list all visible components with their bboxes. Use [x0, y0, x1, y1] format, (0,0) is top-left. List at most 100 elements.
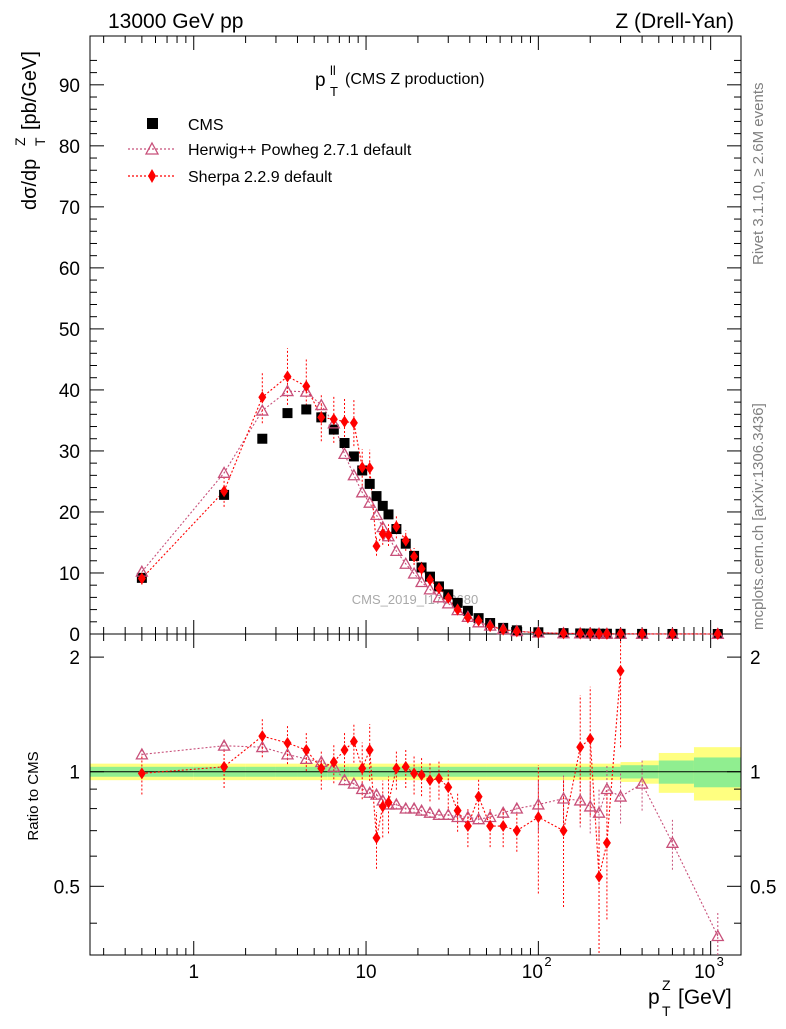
sherpa-main-point: [616, 627, 625, 640]
sherpa-main-point: [486, 620, 495, 633]
herwig-main-point: [414, 575, 429, 588]
sherpa-main-point: [258, 391, 267, 404]
sherpa-main-point: [499, 623, 508, 636]
xlabel-main: p: [648, 986, 660, 1009]
sherpa-ratio-point: [602, 836, 611, 849]
sherpa-ratio-point: [410, 767, 419, 780]
sherpa-ratio-point: [463, 820, 472, 833]
herwig-main-point: [389, 544, 403, 557]
x-axis-label: p Z T [GeV]: [648, 977, 732, 1019]
herwig-ratio-point: [510, 801, 524, 814]
title-sup: ll: [330, 63, 336, 78]
sherpa-ratio-point: [258, 730, 267, 743]
sherpa-ratio-point: [417, 769, 426, 782]
sherpa-main-point: [220, 485, 229, 498]
title-main: p: [315, 70, 326, 91]
ratio-y-tick-label-right: 2: [750, 648, 761, 669]
ylabel-sup: Z: [12, 137, 28, 146]
sherpa-ratio-point: [349, 735, 358, 748]
x-tick-label: 10: [355, 962, 376, 983]
cms-data-point: [339, 438, 350, 449]
herwig-ratio-point: [531, 797, 545, 810]
main-y-axis-label: dσ/dp Z T [pb/GeV]: [12, 51, 48, 210]
sherpa-main-point: [365, 462, 374, 475]
herwig-main-point: [337, 447, 352, 460]
y-tick-label: 40: [59, 381, 80, 402]
sherpa-main-point: [417, 562, 426, 575]
sherpa-ratio-point: [302, 744, 311, 757]
herwig-ratio-point: [592, 805, 606, 818]
herwig-main-point: [399, 556, 413, 569]
ylabel-sub: T: [32, 137, 48, 146]
cms-data-point: [328, 424, 339, 435]
cms-data-point: [348, 451, 359, 462]
sherpa-ratio-point: [559, 824, 568, 837]
cms-data-point: [364, 478, 375, 489]
cms-data-point: [383, 509, 394, 520]
x-tick-label-exponent: 2: [544, 954, 551, 969]
herwig-ratio-point: [217, 738, 231, 751]
herwig-ratio-point: [327, 759, 341, 772]
legend-cms-label: CMS: [188, 117, 224, 134]
cms-data-point: [377, 500, 388, 511]
sherpa-main-point: [425, 573, 434, 586]
y-tick-label: 10: [59, 564, 80, 585]
ratio-y-tick-label: 0.5: [54, 877, 80, 898]
herwig-main-point: [327, 416, 341, 429]
sherpa-ratio-point: [434, 772, 443, 785]
rivet-version-label: Rivet 3.1.10, ≥ 2.6M events: [750, 83, 767, 266]
herwig-main-point: [407, 566, 421, 579]
legend-cms-marker: [147, 118, 158, 129]
ratio-y-tick-label: 2: [69, 648, 80, 669]
cms-data-point: [452, 597, 463, 608]
herwig-ratio-point: [583, 799, 597, 812]
herwig-main-point: [314, 398, 328, 411]
sherpa-ratio-point: [378, 800, 387, 813]
x-tick-label: 10: [522, 962, 543, 983]
sherpa-ratio-line: [141, 670, 622, 877]
sherpa-main-point: [453, 603, 462, 616]
sherpa-main-point: [595, 627, 604, 640]
sherpa-main-point: [576, 627, 585, 640]
x-tick-label: 1: [188, 962, 199, 983]
herwig-main-point: [217, 466, 231, 478]
herwig-ratio-point: [299, 752, 313, 765]
sherpa-main-point: [512, 625, 521, 638]
sherpa-main-point: [340, 415, 349, 428]
sherpa-ratio-point: [401, 760, 410, 773]
sherpa-ratio-point: [595, 870, 604, 883]
herwig-ratio-point: [432, 808, 446, 820]
xlabel-rest: [GeV]: [678, 986, 732, 1009]
ratio-y-axis-label: Ratio to CMS: [25, 751, 42, 840]
sherpa-main-point: [401, 534, 410, 547]
herwig-main-point: [280, 384, 295, 397]
sherpa-main-point: [434, 582, 443, 595]
herwig-ratio-point: [135, 747, 149, 760]
sherpa-ratio-point: [586, 732, 595, 745]
sherpa-ratio-point: [486, 820, 495, 833]
herwig-ratio-point: [414, 803, 429, 816]
sherpa-ratio-point: [340, 744, 349, 757]
herwig-ratio-point: [471, 812, 486, 825]
sherpa-ratio-point: [512, 824, 521, 837]
cms-data-point: [371, 491, 382, 502]
sherpa-main-point: [586, 627, 595, 640]
herwig-ratio-point: [451, 810, 465, 823]
herwig-ratio-point: [423, 805, 437, 818]
sherpa-main-point: [378, 527, 387, 540]
sherpa-ratio-point: [220, 760, 229, 773]
herwig-main-point: [299, 384, 313, 397]
sherpa-main-point: [317, 411, 326, 424]
sherpa-ratio-point: [358, 762, 367, 775]
herwig-main-point: [363, 495, 377, 508]
sherpa-main-point: [444, 591, 453, 604]
herwig-ratio-point: [363, 786, 377, 798]
sherpa-main-point: [137, 572, 146, 585]
mcplots-site-label: mcplots.cern.ch [arXiv:1306.3436]: [750, 403, 767, 630]
herwig-ratio-point: [255, 740, 269, 753]
sherpa-main-point: [463, 611, 472, 624]
title-rest: (CMS Z production): [345, 71, 485, 88]
sherpa-ratio-point: [453, 804, 462, 817]
